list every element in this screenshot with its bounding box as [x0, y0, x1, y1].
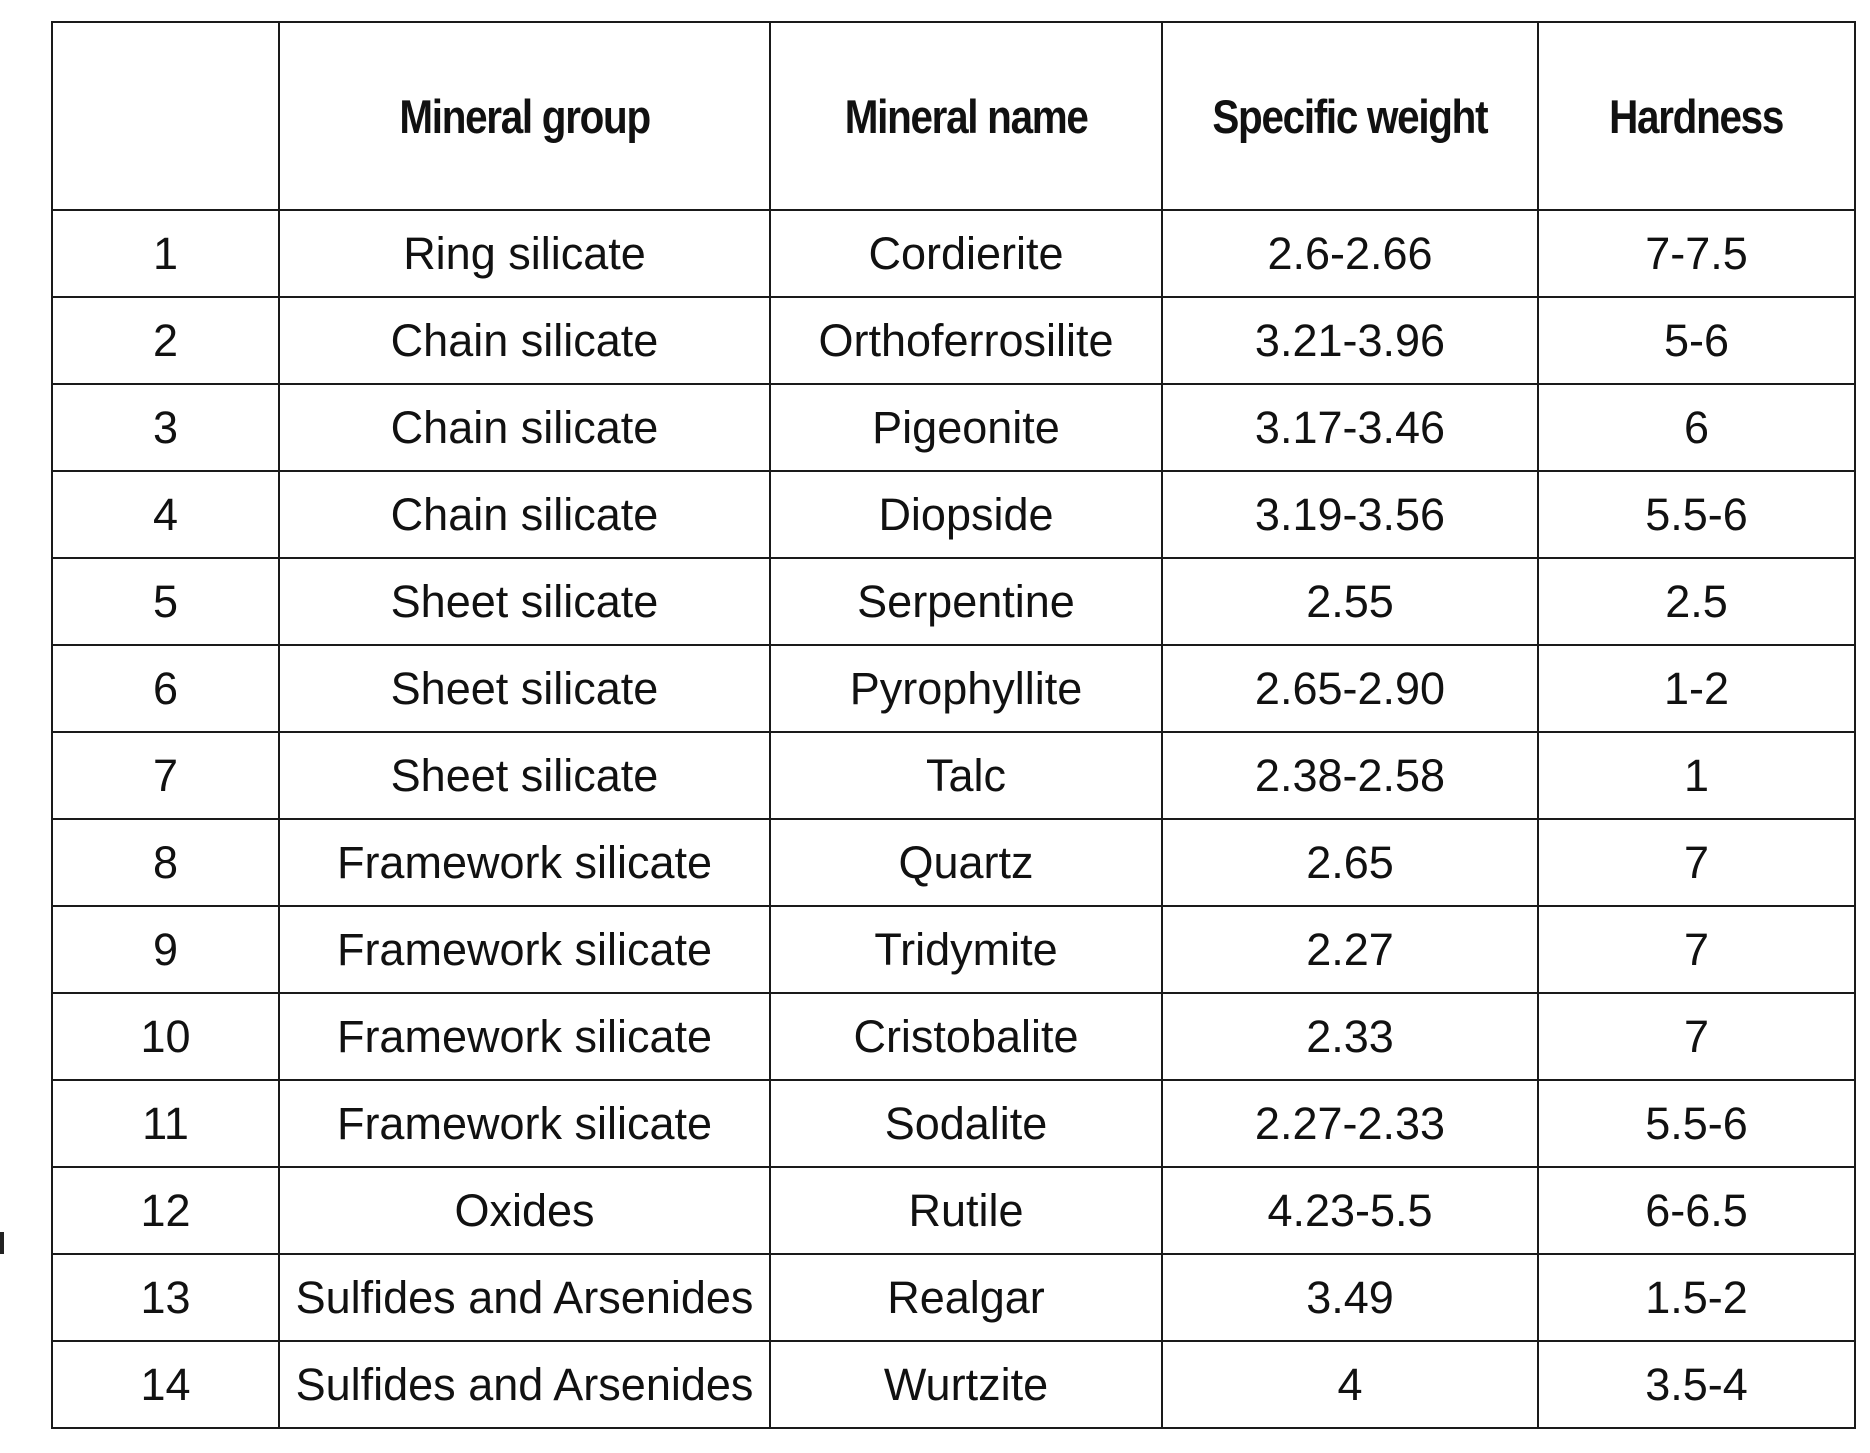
- mineral-name-cell: Diopside: [769, 470, 1163, 559]
- hardness-cell: 2.5: [1537, 557, 1856, 646]
- specific-weight-cell: 2.6-2.66: [1161, 209, 1539, 298]
- table-row: 3 Chain silicate Pigeonite 3.17-3.46 6: [51, 383, 1856, 472]
- row-index-cell: 11: [51, 1079, 280, 1168]
- hardness-cell: 5.5-6: [1537, 470, 1856, 559]
- row-index-cell: 14: [51, 1340, 280, 1429]
- table-row: 11 Framework silicate Sodalite 2.27-2.33 5.5…: [51, 1079, 1856, 1168]
- row-index-cell: 3: [51, 383, 280, 472]
- table-row: 10 Framework silicate Cristobalite 2.33 7: [51, 992, 1856, 1081]
- specific-weight-cell: 3.17-3.46: [1161, 383, 1539, 472]
- row-index-cell: 10: [51, 992, 280, 1081]
- mineral-group-cell: Oxides: [278, 1166, 771, 1255]
- hardness-cell: 6-6.5: [1537, 1166, 1856, 1255]
- hardness-cell: 7: [1537, 905, 1856, 994]
- specific-weight-cell: 4: [1161, 1340, 1539, 1429]
- mineral-group-cell: Sulfides and Arsenides: [278, 1253, 771, 1342]
- specific-weight-cell: 2.65: [1161, 818, 1539, 907]
- table-row: 2 Chain silicate Orthoferrosilite 3.21-3.96…: [51, 296, 1856, 385]
- mineral-name-cell: Pyrophyllite: [769, 644, 1163, 733]
- table-row: 8 Framework silicate Quartz 2.65 7: [51, 818, 1856, 907]
- mineral-group-cell: Chain silicate: [278, 383, 771, 472]
- specific-weight-cell: 2.33: [1161, 992, 1539, 1081]
- mineral-group-cell: Chain silicate: [278, 296, 771, 385]
- mineral-group-cell: Sheet silicate: [278, 557, 771, 646]
- mineral-name-cell: Sodalite: [769, 1079, 1163, 1168]
- table-row: 9 Framework silicate Tridymite 2.27 7: [51, 905, 1856, 994]
- table-row: 12 Oxides Rutile 4.23-5.5 6-6.5: [51, 1166, 1856, 1255]
- row-index-cell: 4: [51, 470, 280, 559]
- row-index-cell: 7: [51, 731, 280, 820]
- specific-weight-cell: 2.65-2.90: [1161, 644, 1539, 733]
- row-index-cell: 6: [51, 644, 280, 733]
- specific-weight-cell: 2.27-2.33: [1161, 1079, 1539, 1168]
- mineral-name-cell: Tridymite: [769, 905, 1163, 994]
- mineral-group-cell: Framework silicate: [278, 1079, 771, 1168]
- row-index-cell: 5: [51, 557, 280, 646]
- row-index-cell: 12: [51, 1166, 280, 1255]
- edge-mark: [0, 1232, 4, 1254]
- table-row: 13 Sulfides and Arsenides Realgar 3.49 1.5-2: [51, 1253, 1856, 1342]
- table-row: 7 Sheet silicate Talc 2.38-2.58 1: [51, 731, 1856, 820]
- specific-weight-cell: 4.23-5.5: [1161, 1166, 1539, 1255]
- row-index-cell: 2: [51, 296, 280, 385]
- mineral-name-cell: Rutile: [769, 1166, 1163, 1255]
- hardness-cell: 1.5-2: [1537, 1253, 1856, 1342]
- hardness-cell: 1: [1537, 731, 1856, 820]
- mineral-name-cell: Quartz: [769, 818, 1163, 907]
- mineral-name-cell: Realgar: [769, 1253, 1163, 1342]
- mineral-name-cell: Pigeonite: [769, 383, 1163, 472]
- header-specific-weight: Specific weight: [1161, 21, 1539, 211]
- header-index: [51, 21, 280, 211]
- specific-weight-cell: 2.27: [1161, 905, 1539, 994]
- row-index-cell: 9: [51, 905, 280, 994]
- mineral-name-cell: Wurtzite: [769, 1340, 1163, 1429]
- hardness-cell: 5-6: [1537, 296, 1856, 385]
- row-index-cell: 13: [51, 1253, 280, 1342]
- hardness-cell: 7: [1537, 992, 1856, 1081]
- specific-weight-cell: 3.49: [1161, 1253, 1539, 1342]
- header-hardness: Hardness: [1537, 21, 1856, 211]
- specific-weight-cell: 2.38-2.58: [1161, 731, 1539, 820]
- mineral-name-cell: Cordierite: [769, 209, 1163, 298]
- specific-weight-cell: 2.55: [1161, 557, 1539, 646]
- row-index-cell: 1: [51, 209, 280, 298]
- table-row: 4 Chain silicate Diopside 3.19-3.56 5.5-6: [51, 470, 1856, 559]
- mineral-group-cell: Framework silicate: [278, 905, 771, 994]
- mineral-properties-table: Mineral group Mineral name Specific weig…: [51, 21, 1856, 1429]
- mineral-group-cell: Ring silicate: [278, 209, 771, 298]
- mineral-table-container: Mineral group Mineral name Specific weig…: [51, 21, 1856, 1429]
- mineral-name-cell: Cristobalite: [769, 992, 1163, 1081]
- hardness-cell: 7-7.5: [1537, 209, 1856, 298]
- table-row: 6 Sheet silicate Pyrophyllite 2.65-2.90 1-2: [51, 644, 1856, 733]
- header-mineral-name: Mineral name: [769, 21, 1163, 211]
- hardness-cell: 1-2: [1537, 644, 1856, 733]
- mineral-group-cell: Framework silicate: [278, 818, 771, 907]
- mineral-name-cell: Orthoferrosilite: [769, 296, 1163, 385]
- header-mineral-group: Mineral group: [278, 21, 771, 211]
- table-row: 5 Sheet silicate Serpentine 2.55 2.5: [51, 557, 1856, 646]
- specific-weight-cell: 3.21-3.96: [1161, 296, 1539, 385]
- table-body: 1 Ring silicate Cordierite 2.6-2.66 7-7.5 2 Ch…: [51, 209, 1856, 1429]
- table-row: 1 Ring silicate Cordierite 2.6-2.66 7-7.5: [51, 209, 1856, 298]
- mineral-name-cell: Talc: [769, 731, 1163, 820]
- mineral-group-cell: Chain silicate: [278, 470, 771, 559]
- header-row: Mineral group Mineral name Specific weig…: [51, 21, 1856, 211]
- hardness-cell: 3.5-4: [1537, 1340, 1856, 1429]
- table-row: 14 Sulfides and Arsenides Wurtzite 4 3.5-4: [51, 1340, 1856, 1429]
- specific-weight-cell: 3.19-3.56: [1161, 470, 1539, 559]
- row-index-cell: 8: [51, 818, 280, 907]
- hardness-cell: 5.5-6: [1537, 1079, 1856, 1168]
- mineral-group-cell: Sheet silicate: [278, 644, 771, 733]
- table-header: Mineral group Mineral name Specific weig…: [51, 21, 1856, 211]
- mineral-group-cell: Sulfides and Arsenides: [278, 1340, 771, 1429]
- mineral-group-cell: Sheet silicate: [278, 731, 771, 820]
- mineral-group-cell: Framework silicate: [278, 992, 771, 1081]
- hardness-cell: 7: [1537, 818, 1856, 907]
- mineral-name-cell: Serpentine: [769, 557, 1163, 646]
- hardness-cell: 6: [1537, 383, 1856, 472]
